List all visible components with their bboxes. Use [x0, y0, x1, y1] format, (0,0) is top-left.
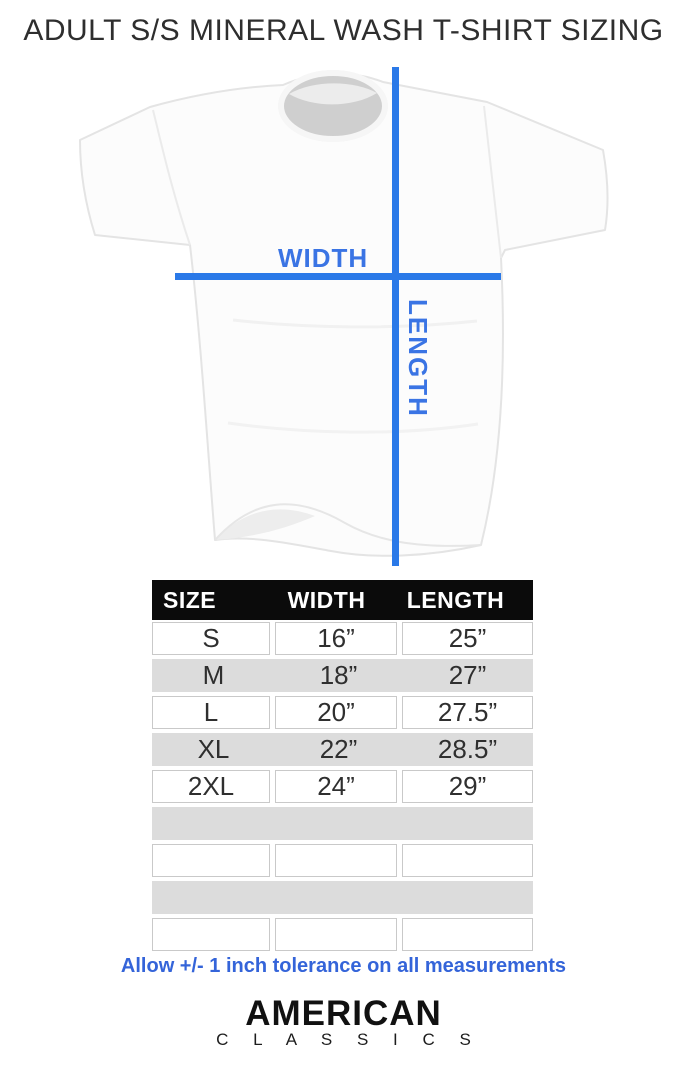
- length-label: LENGTH: [403, 299, 433, 418]
- size-cell: M: [152, 659, 275, 692]
- length-cell: [402, 881, 533, 914]
- size-cell: [152, 807, 275, 840]
- tolerance-note: Allow +/- 1 inch tolerance on all measur…: [120, 955, 567, 977]
- width-cell: 16”: [275, 622, 397, 655]
- table-header: SIZE WIDTH LENGTH: [152, 580, 533, 620]
- length-measure-line: [392, 67, 399, 566]
- width-cell: [275, 807, 402, 840]
- size-cell: XL: [152, 733, 275, 766]
- length-cell: 29”: [402, 770, 533, 803]
- length-cell: [402, 807, 533, 840]
- table-row: 2XL 24” 29”: [152, 768, 533, 805]
- table-row: [152, 879, 533, 916]
- header-length: LENGTH: [406, 586, 505, 613]
- width-cell: 22”: [275, 733, 402, 766]
- table-row: [152, 916, 533, 953]
- table-row: [152, 805, 533, 842]
- size-cell: 2XL: [152, 770, 270, 803]
- width-cell: [275, 918, 397, 951]
- size-cell: [152, 881, 275, 914]
- table-row: L 20” 27.5”: [152, 694, 533, 731]
- length-cell: [402, 918, 533, 951]
- width-cell: 18”: [275, 659, 402, 692]
- size-cell: [152, 844, 270, 877]
- size-table: SIZE WIDTH LENGTH S 16” 25” M 18” 27” L …: [152, 580, 533, 953]
- page-title: ADULT S/S MINERAL WASH T-SHIRT SIZING: [23, 14, 664, 47]
- brand-subname: C L A S S I C S: [216, 1030, 481, 1049]
- width-cell: 24”: [275, 770, 397, 803]
- length-cell: 27”: [402, 659, 533, 692]
- length-cell: 25”: [402, 622, 533, 655]
- header-width: WIDTH: [287, 586, 366, 613]
- width-cell: 20”: [275, 696, 397, 729]
- width-cell: [275, 881, 402, 914]
- size-cell: [152, 918, 270, 951]
- size-cell: L: [152, 696, 270, 729]
- table-row: XL 22” 28.5”: [152, 731, 533, 768]
- width-label: WIDTH: [278, 243, 369, 273]
- brand-name: AMERICAN: [245, 994, 442, 1033]
- table-row: M 18” 27”: [152, 657, 533, 694]
- table-row: [152, 842, 533, 879]
- size-cell: S: [152, 622, 270, 655]
- header-size: SIZE: [163, 586, 217, 613]
- length-cell: 28.5”: [402, 733, 533, 766]
- tshirt-image: [79, 70, 609, 557]
- length-cell: 27.5”: [402, 696, 533, 729]
- length-cell: [402, 844, 533, 877]
- width-cell: [275, 844, 397, 877]
- width-measure-line: [175, 273, 501, 280]
- table-row: S 16” 25”: [152, 620, 533, 657]
